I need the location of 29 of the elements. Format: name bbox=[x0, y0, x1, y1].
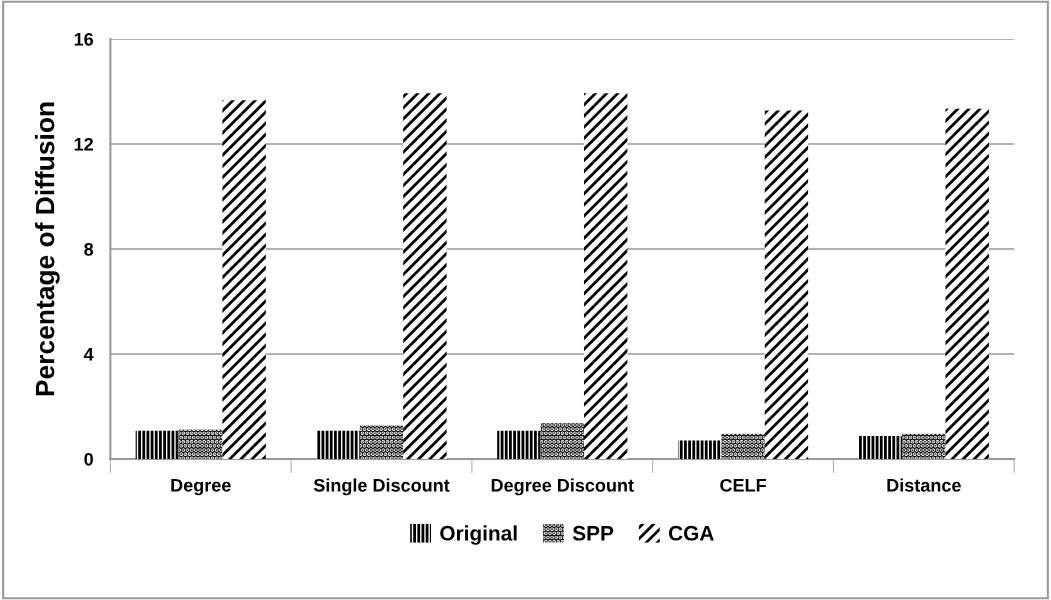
y-tick-label: 12 bbox=[74, 137, 93, 151]
bar bbox=[403, 93, 447, 459]
y-axis-title: Percentage of Diffusion bbox=[35, 102, 60, 396]
legend-label: SPP bbox=[572, 525, 614, 541]
x-tick-label: Degree Discount bbox=[491, 478, 634, 496]
bar bbox=[677, 440, 722, 459]
x-tick-label: CELF bbox=[720, 478, 766, 492]
bar bbox=[902, 433, 946, 459]
bar bbox=[497, 430, 541, 459]
x-tick-label: Single Discount bbox=[313, 478, 450, 496]
y-tick-label: 0 bbox=[84, 452, 93, 466]
x-tick-label: Distance bbox=[887, 478, 961, 492]
bar bbox=[858, 435, 903, 459]
legend-label: Original bbox=[440, 525, 517, 545]
bar bbox=[945, 108, 989, 459]
bar bbox=[179, 429, 223, 459]
bar bbox=[583, 93, 628, 459]
y-tick-label: 4 bbox=[83, 348, 94, 361]
bar bbox=[316, 430, 360, 459]
x-tick-label: Degree bbox=[171, 479, 231, 496]
bar bbox=[540, 423, 584, 459]
bar bbox=[222, 100, 266, 459]
bar bbox=[764, 110, 809, 459]
y-tick-label: 8 bbox=[84, 242, 94, 256]
legend-label: CGA bbox=[668, 525, 714, 541]
bar bbox=[721, 433, 765, 459]
bar bbox=[135, 430, 180, 459]
bar bbox=[359, 425, 404, 459]
y-tick-label: 16 bbox=[74, 32, 94, 46]
